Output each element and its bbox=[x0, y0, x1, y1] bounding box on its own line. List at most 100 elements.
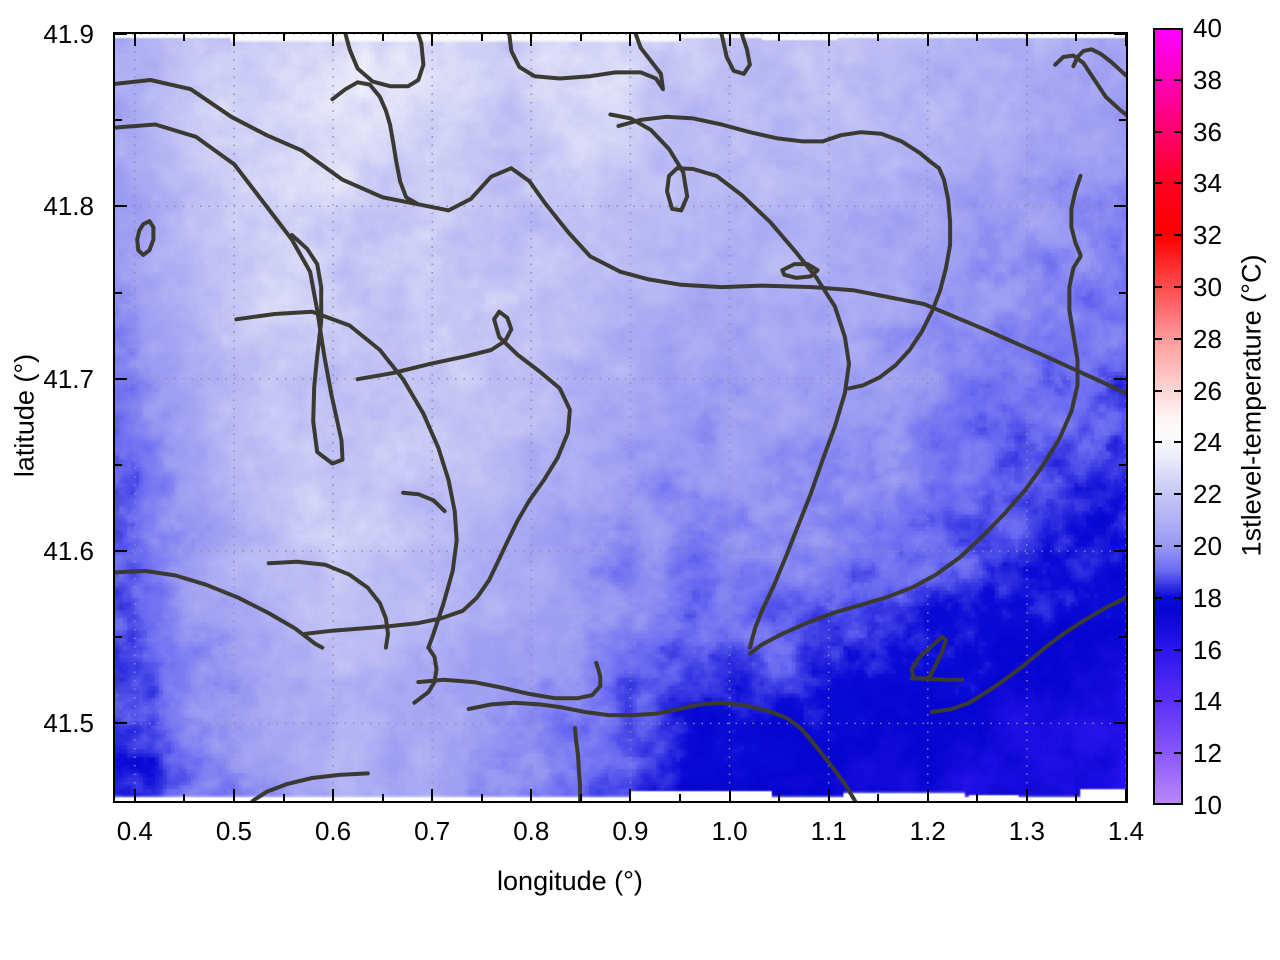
colorbar-tick bbox=[1174, 648, 1183, 651]
x-tick-top bbox=[431, 34, 434, 46]
heatmap-layer bbox=[115, 34, 1126, 801]
x-tick-top bbox=[1125, 34, 1126, 46]
contour-line bbox=[466, 700, 858, 801]
x-tick bbox=[530, 789, 533, 801]
x-tick-label: 1.0 bbox=[711, 816, 748, 846]
y-axis-title: latitude (°) bbox=[9, 353, 40, 478]
colorbar-tick bbox=[1153, 337, 1162, 340]
y-tick-right bbox=[1114, 550, 1126, 553]
colorbar-tick bbox=[1153, 493, 1162, 496]
x-tick bbox=[926, 789, 929, 801]
x-tick bbox=[629, 789, 632, 801]
y-tick-label: 41.9 bbox=[43, 19, 94, 49]
x-tick bbox=[1025, 789, 1028, 801]
x-tick bbox=[480, 794, 483, 801]
colorbar-tick bbox=[1174, 78, 1183, 81]
colorbar-tick-label: 32 bbox=[1193, 220, 1222, 251]
contour-line bbox=[616, 114, 825, 144]
x-tick-top bbox=[778, 34, 781, 41]
colorbar-tick bbox=[1153, 545, 1162, 547]
contour-line bbox=[115, 78, 1126, 395]
colorbar bbox=[1153, 28, 1183, 805]
contour-line bbox=[909, 676, 965, 682]
colorbar-tick bbox=[1174, 752, 1183, 755]
colorbar-tick bbox=[1153, 441, 1162, 444]
colorbar-tick bbox=[1174, 493, 1183, 496]
x-tick bbox=[183, 794, 186, 801]
x-tick-top bbox=[183, 34, 186, 41]
colorbar-tick-label: 20 bbox=[1193, 531, 1222, 561]
x-tick-top bbox=[827, 34, 830, 46]
x-axis-title: longitude (°) bbox=[497, 866, 643, 896]
y-tick-right bbox=[1114, 722, 1126, 725]
y-tick-label: 41.7 bbox=[43, 363, 94, 394]
contour-line bbox=[401, 490, 447, 514]
colorbar-gradient bbox=[1153, 28, 1183, 805]
temperature-heatmap bbox=[115, 34, 1126, 801]
colorbar-tick-label: 30 bbox=[1193, 272, 1222, 302]
colorbar-tick bbox=[1153, 596, 1162, 599]
contour-line bbox=[412, 645, 439, 705]
colorbar-tick-label: 18 bbox=[1193, 582, 1222, 613]
contour-line bbox=[909, 634, 948, 681]
x-tick-label: 1.1 bbox=[810, 816, 847, 846]
x-tick-label: 0.8 bbox=[513, 816, 550, 846]
y-tick-label: 41.8 bbox=[43, 191, 94, 222]
colorbar-tick bbox=[1174, 596, 1183, 599]
contour-lines bbox=[115, 34, 1126, 801]
x-tick bbox=[232, 789, 235, 801]
colorbar-tick bbox=[1153, 648, 1162, 651]
contour-line bbox=[1053, 53, 1126, 117]
x-tick-label: 0.6 bbox=[314, 816, 352, 846]
y-tick bbox=[115, 636, 122, 639]
colorbar-tick bbox=[1174, 700, 1183, 703]
x-tick-top bbox=[678, 34, 681, 41]
colorbar-tick-label: 10 bbox=[1193, 790, 1222, 820]
x-tick-top bbox=[877, 34, 880, 41]
colorbar-tick-label: 26 bbox=[1193, 375, 1222, 406]
x-tick-top bbox=[728, 34, 731, 46]
x-tick bbox=[1075, 794, 1078, 801]
colorbar-tick bbox=[1174, 337, 1183, 340]
colorbar-tick bbox=[1153, 700, 1162, 703]
colorbar-tick bbox=[1153, 130, 1162, 133]
contour-line bbox=[266, 559, 390, 650]
contour-line bbox=[820, 130, 941, 171]
contour-line bbox=[234, 309, 459, 650]
x-tick bbox=[728, 789, 731, 801]
y-tick bbox=[115, 550, 127, 553]
contour-line bbox=[1071, 47, 1126, 78]
x-tick bbox=[332, 789, 335, 801]
x-tick-top bbox=[282, 34, 285, 41]
colorbar-tick bbox=[1153, 389, 1162, 392]
colorbar-tick-label: 28 bbox=[1193, 323, 1222, 354]
x-tick-top bbox=[381, 34, 384, 41]
colorbar-tick bbox=[1153, 234, 1162, 237]
colorbar-tick bbox=[1174, 234, 1183, 237]
y-tick bbox=[115, 722, 127, 725]
colorbar-tick-label: 36 bbox=[1193, 116, 1222, 147]
y-tick-right bbox=[1114, 34, 1126, 35]
colorbar-tick-label: 24 bbox=[1193, 427, 1222, 458]
contour-line bbox=[608, 112, 851, 650]
x-tick-top bbox=[332, 34, 335, 46]
x-tick bbox=[133, 789, 136, 801]
y-tick-right bbox=[1114, 205, 1126, 208]
plot-area bbox=[113, 32, 1128, 803]
x-tick bbox=[778, 794, 781, 801]
colorbar-tick-label: 16 bbox=[1193, 634, 1222, 665]
y-tick bbox=[115, 377, 127, 380]
x-tick-label: 0.5 bbox=[215, 816, 253, 846]
colorbar-tick-label: 38 bbox=[1193, 64, 1222, 95]
colorbar-ticks bbox=[1153, 28, 1183, 805]
colorbar-tick bbox=[1174, 389, 1183, 392]
colorbar-title: 1stlevel-temperature (°C) bbox=[1236, 254, 1267, 557]
colorbar-tick-label: 34 bbox=[1193, 168, 1222, 199]
contour-line bbox=[135, 219, 156, 257]
y-tick-right bbox=[1119, 463, 1126, 466]
colorbar-tick bbox=[1153, 78, 1162, 81]
y-tick-label: 41.6 bbox=[43, 536, 94, 567]
contour-line bbox=[507, 34, 665, 92]
contour-line bbox=[929, 595, 1126, 714]
